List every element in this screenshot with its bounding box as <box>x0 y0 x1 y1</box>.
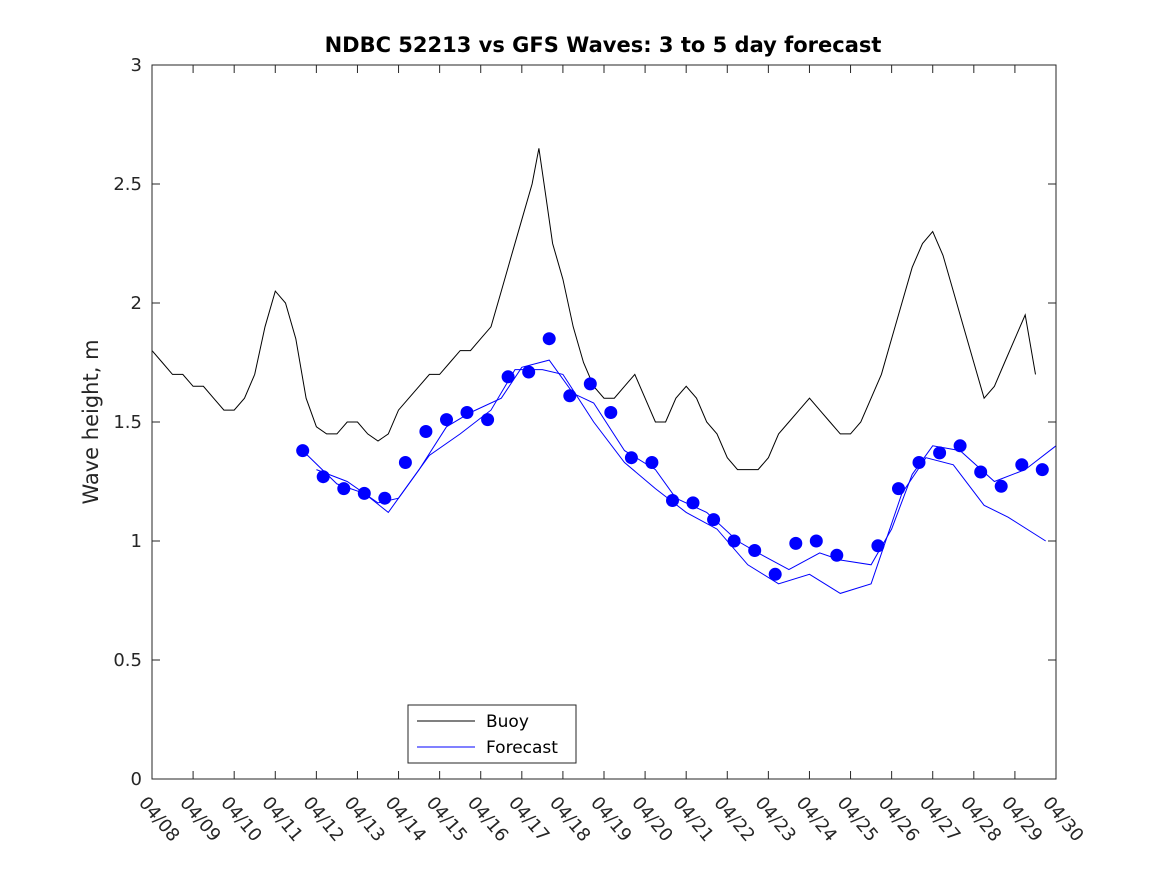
forecast-point-19 <box>686 496 700 510</box>
forecast-point-25 <box>809 534 823 548</box>
y-tick-label-6: 3 <box>131 55 142 76</box>
forecast-point-30 <box>933 446 947 460</box>
y-tick-label-2: 1 <box>131 531 142 552</box>
forecast-point-10 <box>501 370 515 384</box>
forecast-point-33 <box>994 479 1008 493</box>
forecast-point-27 <box>871 539 885 553</box>
chart-title: NDBC 52213 vs GFS Waves: 3 to 5 day fore… <box>325 33 882 57</box>
forecast-point-28 <box>892 482 905 496</box>
forecast-point-26 <box>830 548 844 562</box>
y-tick-label-1: 0.5 <box>113 650 142 671</box>
series-line-2 <box>302 359 1057 571</box>
forecast-point-6 <box>419 425 433 438</box>
forecast-point-34 <box>1015 458 1029 472</box>
legend: Buoy Forecast <box>407 704 577 764</box>
forecast-point-24 <box>789 536 803 550</box>
forecast-point-32 <box>974 465 988 479</box>
legend-forecast-label: Forecast <box>486 738 558 758</box>
series-line-0 <box>151 148 1036 471</box>
forecast-point-29 <box>912 456 926 469</box>
forecast-point-31 <box>953 439 967 453</box>
forecast-point-35 <box>1035 463 1049 477</box>
y-tick-label-4: 2 <box>131 293 142 314</box>
plot-area <box>151 148 1057 594</box>
y-tick-label-0: 0 <box>131 769 142 790</box>
forecast-point-8 <box>460 406 474 419</box>
series-line-3 <box>316 369 1046 594</box>
forecast-point-21 <box>727 534 741 548</box>
forecast-point-5 <box>398 456 412 469</box>
legend-box <box>407 704 577 764</box>
y-axis-label: Wave height, m <box>79 339 103 504</box>
forecast-point-16 <box>624 451 638 465</box>
forecast-point-7 <box>440 413 453 427</box>
y-tick-label-3: 1.5 <box>113 412 142 433</box>
y-tick-label-5: 2.5 <box>113 174 142 195</box>
forecast-point-2 <box>337 482 351 496</box>
forecast-point-23 <box>768 567 782 581</box>
forecast-point-11 <box>522 365 536 379</box>
forecast-point-9 <box>481 413 495 427</box>
forecast-point-4 <box>378 491 392 505</box>
forecast-point-14 <box>583 377 597 391</box>
forecast-point-15 <box>604 406 618 419</box>
legend-buoy-label: Buoy <box>486 712 529 732</box>
forecast-point-12 <box>542 332 556 346</box>
